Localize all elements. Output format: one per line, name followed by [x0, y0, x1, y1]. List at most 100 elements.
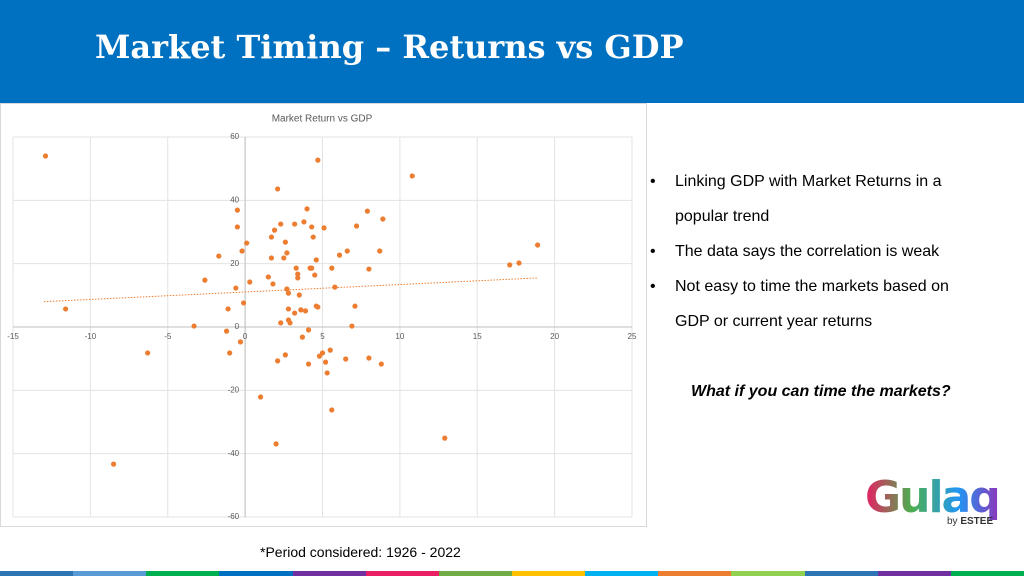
- point: [191, 323, 197, 329]
- point: [535, 242, 541, 248]
- point: [42, 153, 49, 159]
- point: [223, 328, 230, 334]
- point: [310, 234, 316, 240]
- point: [287, 320, 293, 326]
- point: [145, 350, 151, 356]
- slide-title: Market Timing – Returns vs GDP: [95, 28, 684, 66]
- x-tick-label: 0: [243, 332, 248, 341]
- point: [324, 370, 330, 376]
- point: [364, 208, 370, 214]
- point: [409, 173, 415, 179]
- point: [110, 461, 117, 467]
- point: [258, 394, 264, 400]
- point: [292, 310, 298, 316]
- point: [309, 265, 315, 271]
- color-stripe: [0, 571, 1024, 576]
- point: [327, 347, 333, 353]
- y-tick-label: 40: [230, 195, 239, 204]
- point: [313, 257, 319, 263]
- point: [299, 334, 305, 340]
- x-tick-label: -5: [164, 332, 172, 341]
- point: [516, 260, 522, 266]
- point: [296, 292, 302, 298]
- bullet: Linking GDP with Market Returns in a pop…: [650, 164, 975, 234]
- point: [322, 359, 329, 365]
- point: [305, 327, 312, 333]
- chart-frame: [0, 103, 647, 527]
- x-tick-label: 10: [395, 332, 404, 341]
- chart-title: Market Return vs GDP: [272, 114, 373, 125]
- point: [239, 248, 245, 254]
- point: [336, 252, 343, 258]
- point: [63, 306, 69, 312]
- point: [304, 206, 310, 212]
- point: [319, 350, 326, 356]
- bullet: Not easy to time the markets based on GD…: [650, 269, 975, 339]
- y-tick-label: 0: [235, 322, 240, 331]
- point: [352, 303, 358, 309]
- point: [285, 290, 292, 296]
- point: [234, 207, 240, 213]
- point: [329, 407, 335, 413]
- logo-tagline: by ESTEE: [947, 516, 993, 527]
- point: [282, 352, 288, 358]
- point: [380, 216, 386, 222]
- logo: Gulaq by ESTEE: [865, 476, 1005, 528]
- logo-name: Gulaq: [865, 476, 1005, 520]
- point: [315, 304, 321, 310]
- point: [284, 250, 290, 256]
- point: [353, 223, 360, 229]
- point: [309, 224, 315, 230]
- bullet-list: Linking GDP with Market Returns in a pop…: [650, 164, 990, 339]
- point: [344, 248, 350, 254]
- point: [247, 279, 253, 285]
- point: [295, 271, 301, 277]
- x-tick-label: 15: [473, 332, 482, 341]
- y-tick-label: 20: [230, 259, 239, 268]
- point: [216, 253, 222, 259]
- point: [278, 320, 284, 326]
- point: [281, 255, 287, 261]
- x-tick-label: -10: [85, 332, 97, 341]
- point: [285, 306, 292, 312]
- point: [442, 435, 448, 441]
- point: [265, 274, 271, 280]
- point: [237, 339, 244, 345]
- point: [268, 234, 275, 240]
- y-tick-label: -40: [228, 449, 240, 458]
- tagline-brand: ESTEE: [960, 516, 994, 527]
- x-tick-label: -15: [7, 332, 19, 341]
- x-tick-label: 5: [320, 332, 325, 341]
- point: [271, 227, 278, 233]
- point: [298, 307, 304, 313]
- point: [321, 225, 327, 231]
- point: [378, 361, 384, 367]
- x-tick-label: 20: [550, 332, 559, 341]
- point: [225, 306, 231, 312]
- point: [278, 221, 284, 227]
- point: [234, 224, 240, 230]
- point: [284, 286, 290, 292]
- point: [349, 323, 355, 329]
- question: What if you can time the markets?: [691, 383, 951, 400]
- point: [315, 157, 321, 163]
- point: [273, 441, 279, 447]
- point: [329, 265, 335, 271]
- y-tick-label: -20: [228, 385, 240, 394]
- chart: Market Return vs GDP -15 -10 -5 0 5 10 15 20 25 -…: [0, 103, 647, 527]
- x-tick-label: 25: [628, 332, 637, 341]
- header-bar: [0, 0, 1024, 103]
- point: [268, 255, 275, 261]
- point: [377, 248, 383, 254]
- point: [227, 350, 233, 356]
- point: [282, 239, 288, 245]
- point: [275, 186, 281, 192]
- point: [275, 358, 281, 364]
- y-tick-label: 60: [230, 132, 239, 141]
- point: [305, 361, 312, 367]
- point: [202, 277, 208, 283]
- point: [270, 281, 276, 287]
- point: [244, 240, 250, 246]
- bullet: The data says the correlation is weak: [650, 234, 975, 269]
